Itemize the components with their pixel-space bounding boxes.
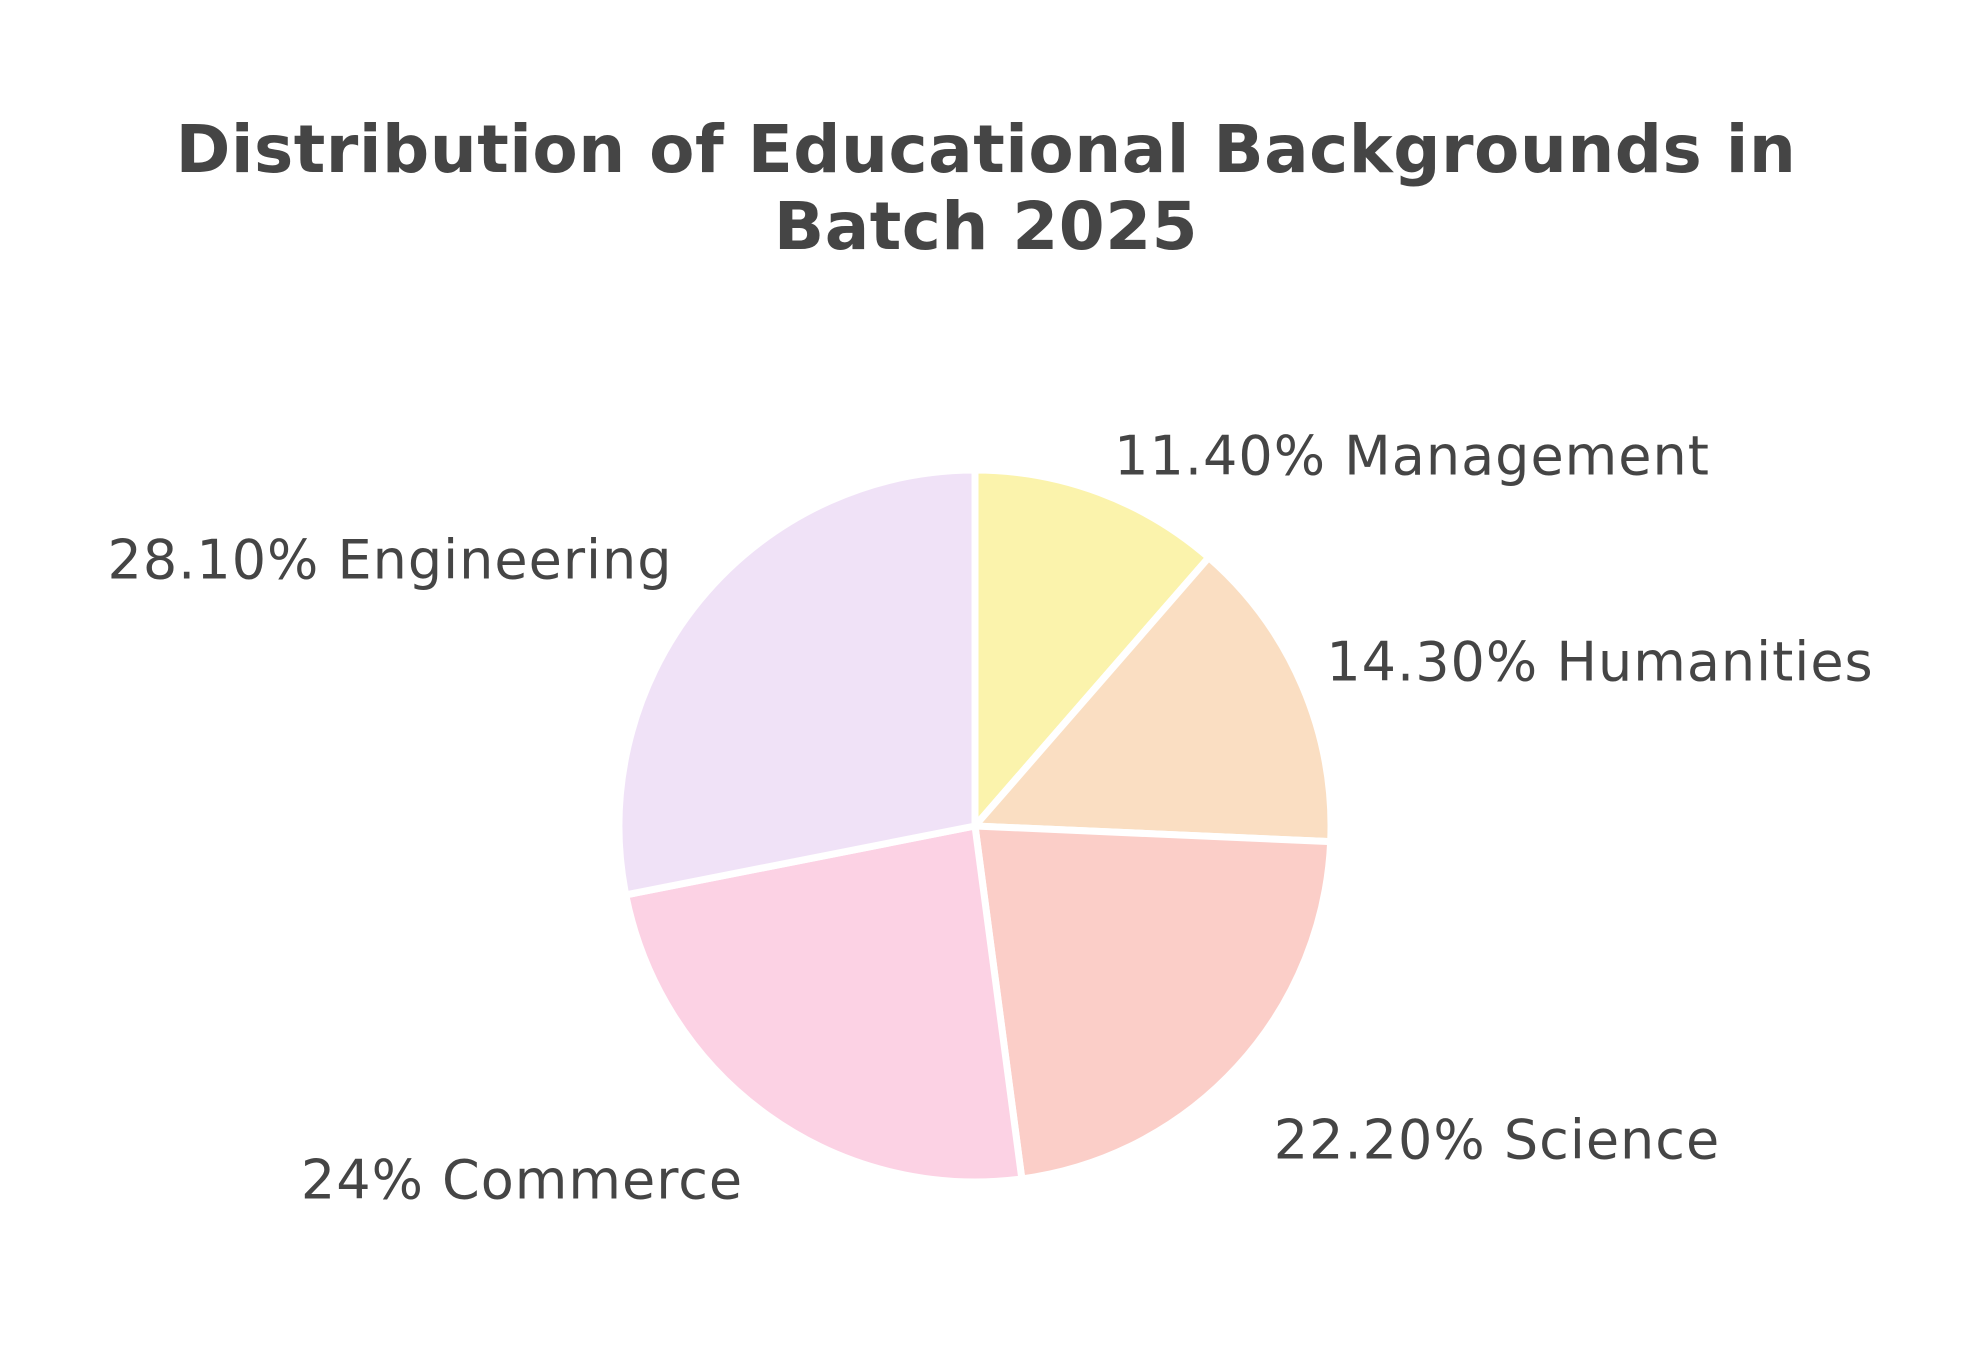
slice-label-science: 22.20% Science xyxy=(1273,1108,1721,1172)
pie-slice-humanities xyxy=(971,553,1335,846)
slice-label-humanities: 14.30% Humanities xyxy=(1326,630,1874,694)
slice-label-commerce: 24% Commerce xyxy=(300,1148,744,1212)
pie-slice-engineering xyxy=(615,466,979,899)
chart-title: Distribution of Educational Backgrounds … xyxy=(0,111,1972,265)
pie-slice-commerce xyxy=(622,822,1026,1186)
pie-slice-management xyxy=(971,466,1213,830)
chart-title-line-1: Distribution of Educational Backgrounds … xyxy=(175,111,1797,188)
chart-title-line-2: Batch 2025 xyxy=(773,187,1199,265)
slice-label-management: 11.40% Management xyxy=(1114,424,1710,488)
slice-label-engineering: 28.10% Engineering xyxy=(107,528,673,592)
pie-slice-science xyxy=(971,822,1335,1183)
